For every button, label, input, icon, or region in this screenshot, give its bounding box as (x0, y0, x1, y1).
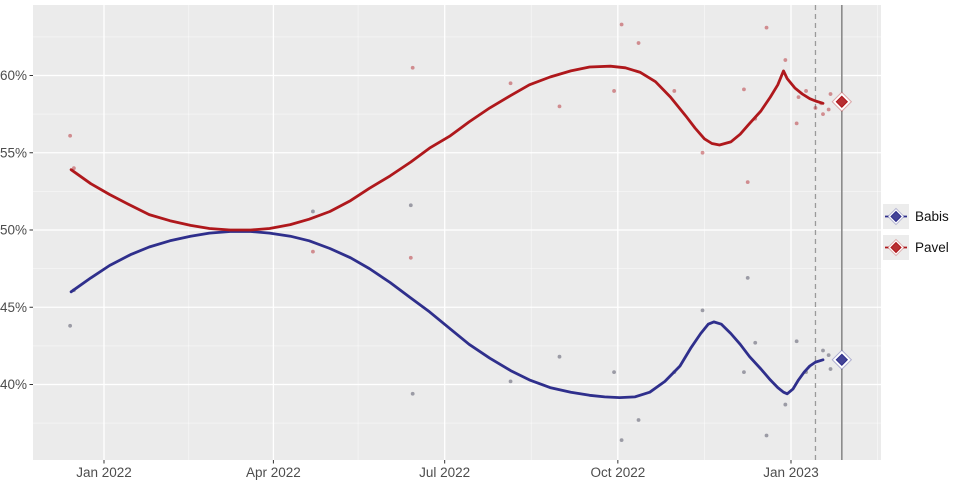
x-tick-label: Jul 2022 (419, 465, 470, 480)
x-tick-label: Jan 2022 (76, 465, 132, 480)
y-tick-label: 40% (0, 377, 27, 392)
result-marker-pavel (831, 91, 853, 112)
legend-label-babis: Babis (915, 208, 949, 224)
y-tick-label: 55% (0, 145, 27, 160)
axes: Jan 2022 Apr 2022 Jul 2022 Oct 2022 Jan 2023… (0, 68, 819, 480)
result-marker-babis (831, 349, 853, 370)
babis-diamond-icon (883, 204, 909, 229)
trend-line-babis (69, 230, 825, 399)
x-tick-label: Jan 2023 (763, 465, 819, 480)
y-tick-label: 50% (0, 223, 27, 238)
trend-line-pavel (69, 64, 825, 232)
polls-babis (68, 203, 833, 443)
x-tick-label: Oct 2022 (590, 465, 645, 480)
y-tick-label: 60% (0, 68, 27, 83)
legend-item-pavel: Pavel (883, 235, 949, 260)
pavel-diamond-icon (883, 235, 909, 260)
polls-pavel (68, 22, 833, 260)
x-tick-label: Apr 2022 (246, 465, 301, 480)
event-lines (814, 5, 843, 460)
legend-item-babis: Babis (883, 204, 949, 229)
legend: Babis Pavel (883, 204, 949, 260)
panel-background (33, 5, 881, 460)
y-tick-label: 45% (0, 300, 27, 315)
legend-label-pavel: Pavel (915, 239, 949, 255)
